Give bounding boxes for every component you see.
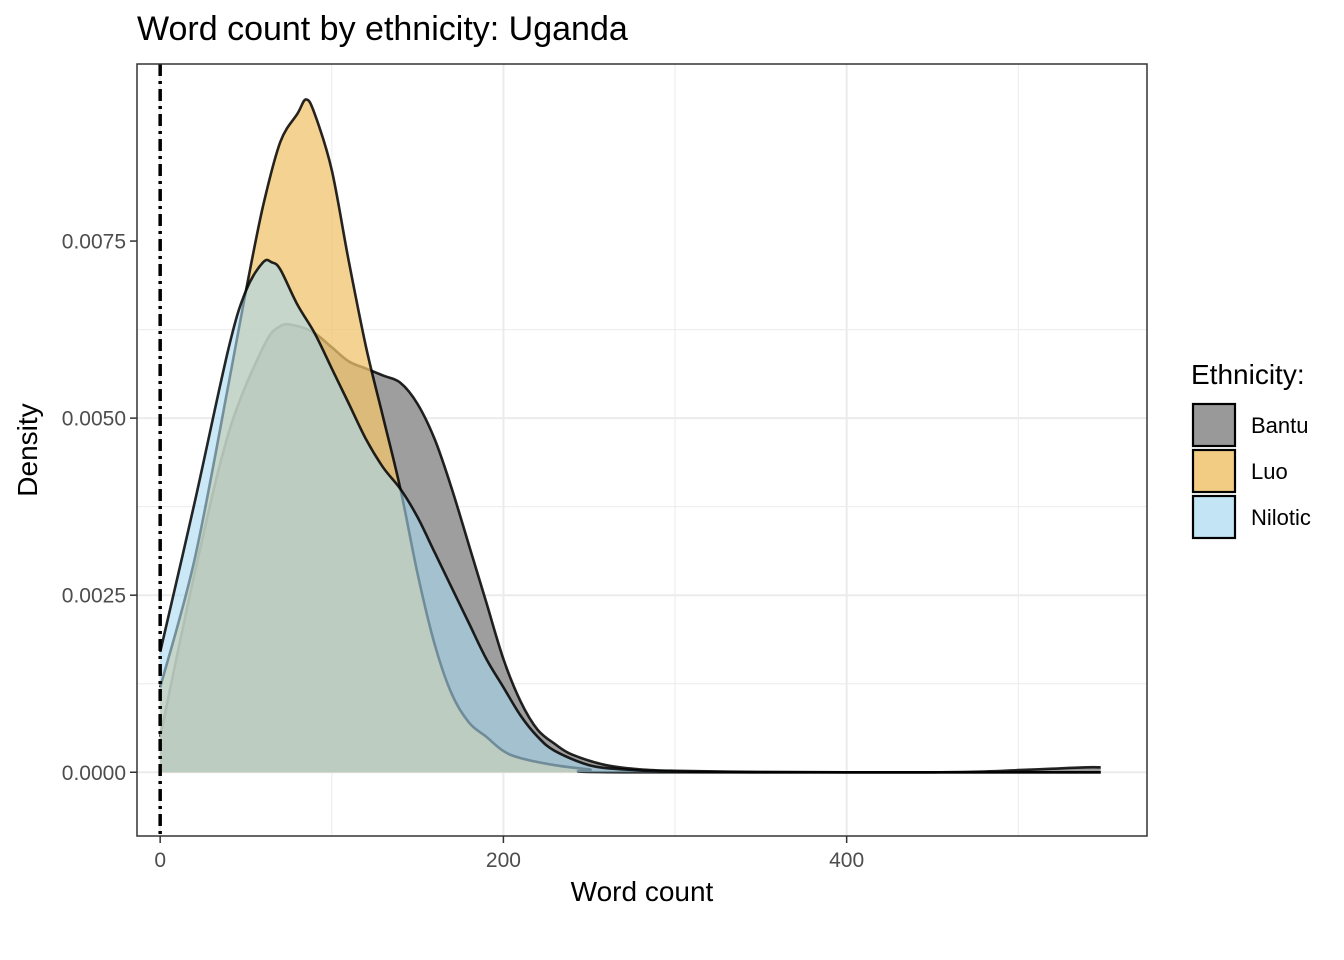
x-tick-label: 400 [829, 849, 864, 872]
chart-title: Word count by ethnicity: Uganda [137, 10, 628, 48]
legend-key-bantu [1191, 402, 1237, 448]
y-tick-label: 0.0050 [62, 408, 126, 431]
legend-label-nilotic: Nilotic [1251, 505, 1311, 530]
panel-border [136, 63, 1148, 837]
y-tick-label: 0.0025 [62, 585, 126, 608]
density-area-nilotic [160, 259, 1101, 773]
x-tick-label: 0 [154, 849, 166, 872]
legend-key-nilotic [1191, 494, 1237, 540]
y-axis-title: Density [12, 403, 43, 496]
x-axis-title: Word count [571, 876, 714, 907]
x-tick-label: 200 [486, 849, 521, 872]
legend-label-bantu: Bantu [1251, 413, 1309, 438]
y-tick-label: 0.0075 [62, 231, 126, 254]
legend-key-luo [1191, 448, 1237, 494]
y-tick-label: 0.0000 [62, 762, 126, 785]
panel-frame [136, 63, 1148, 837]
y-axis-ticks: 0.0000 0.0025 0.0050 0.0075 [62, 231, 137, 785]
legend: Ethnicity: Bantu Luo Nilotic [1191, 359, 1311, 540]
density-areas [158, 98, 1101, 774]
legend-title: Ethnicity: [1191, 359, 1305, 390]
density-line-nilotic [158, 258, 1101, 774]
legend-label-luo: Luo [1251, 459, 1288, 484]
x-axis-ticks: 0 200 400 [154, 836, 864, 872]
